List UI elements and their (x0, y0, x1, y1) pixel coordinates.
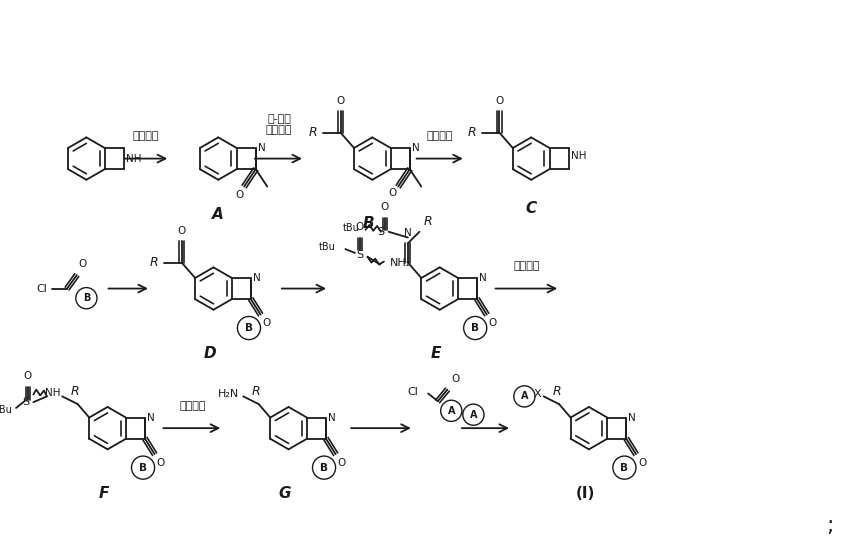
Text: O: O (262, 319, 271, 329)
Text: C: C (526, 201, 537, 216)
Text: O: O (489, 319, 497, 329)
Text: O: O (178, 225, 186, 235)
Text: R: R (71, 385, 80, 398)
Text: B: B (363, 217, 374, 232)
Text: 水解反应: 水解反应 (179, 401, 205, 411)
Text: N: N (628, 413, 636, 423)
Text: B: B (139, 463, 147, 473)
Text: A: A (212, 207, 224, 222)
Text: Cl: Cl (408, 387, 419, 397)
Text: O: O (495, 96, 504, 106)
Text: tBu: tBu (0, 405, 12, 415)
Text: D: D (203, 346, 216, 361)
Text: NH₂: NH₂ (390, 258, 411, 268)
Text: O: O (235, 191, 243, 201)
Text: R: R (252, 385, 261, 398)
Text: NH: NH (570, 151, 586, 161)
Text: N: N (253, 273, 261, 283)
Text: O: O (388, 188, 396, 198)
Text: B: B (471, 323, 479, 333)
Text: 酥化反应: 酥化反应 (133, 131, 159, 141)
Text: E: E (431, 346, 441, 361)
Text: R: R (423, 215, 432, 228)
Text: B: B (245, 323, 253, 333)
Text: N: N (257, 143, 265, 153)
Text: ;: ; (826, 516, 834, 536)
Text: A: A (469, 409, 477, 420)
Text: A: A (447, 406, 455, 416)
Text: R: R (150, 256, 158, 269)
Text: tBu: tBu (343, 223, 360, 233)
Text: F: F (98, 486, 109, 501)
Text: 水解反应: 水解反应 (427, 131, 453, 141)
Text: O: O (338, 458, 345, 468)
Text: R: R (552, 385, 561, 398)
Text: O: O (638, 458, 646, 468)
Text: S: S (378, 227, 385, 237)
Text: tBu: tBu (319, 242, 336, 252)
Text: N: N (404, 228, 412, 238)
Text: O: O (156, 458, 165, 468)
Text: N: N (147, 413, 155, 423)
Text: NH: NH (126, 154, 141, 164)
Text: S: S (22, 397, 30, 407)
Text: Cl: Cl (37, 284, 48, 294)
Text: (I): (I) (575, 486, 595, 501)
Text: R: R (309, 126, 317, 139)
Text: G: G (279, 486, 291, 501)
Text: O: O (356, 222, 364, 232)
Text: N: N (479, 273, 486, 283)
Text: B: B (83, 293, 90, 303)
Text: N: N (411, 143, 420, 153)
Text: S: S (357, 250, 363, 260)
Text: 还原反应: 还原反应 (513, 261, 540, 271)
Text: B: B (621, 463, 628, 473)
Text: X: X (534, 389, 542, 399)
Text: O: O (380, 203, 389, 213)
Text: O: O (451, 374, 459, 384)
Text: B: B (320, 463, 328, 473)
Text: H₂N: H₂N (218, 389, 239, 399)
Text: 傅-克酥
基化反应: 傅-克酥 基化反应 (266, 114, 292, 136)
Text: NH: NH (44, 388, 61, 398)
Text: A: A (521, 391, 528, 402)
Text: O: O (23, 371, 32, 381)
Text: N: N (328, 413, 336, 423)
Text: O: O (79, 259, 87, 269)
Text: R: R (468, 126, 476, 139)
Text: O: O (336, 96, 345, 106)
